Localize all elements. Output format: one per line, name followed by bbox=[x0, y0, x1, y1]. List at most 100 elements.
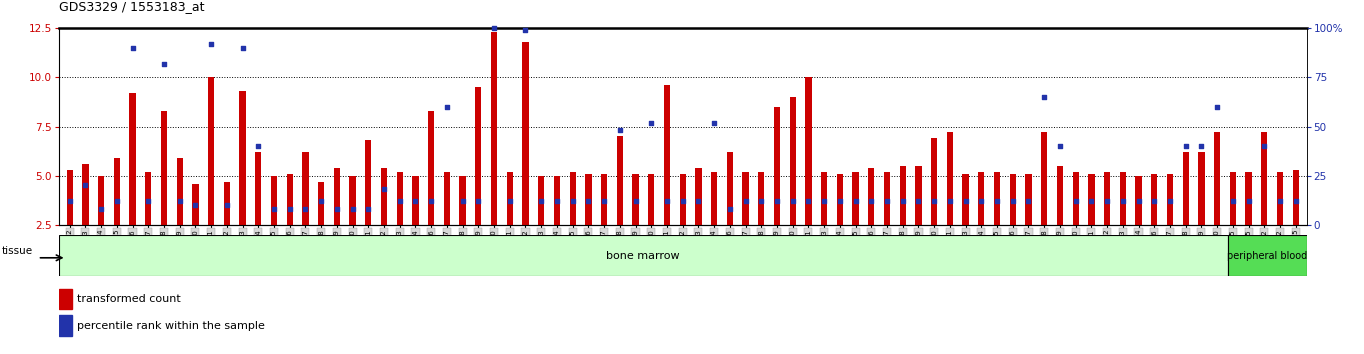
Bar bbox=[633, 174, 638, 225]
Text: GDS3329 / 1553183_at: GDS3329 / 1553183_at bbox=[59, 0, 205, 13]
Bar bbox=[397, 172, 402, 225]
Point bbox=[326, 206, 348, 212]
Point bbox=[90, 206, 112, 212]
Point bbox=[970, 198, 992, 204]
Point bbox=[767, 198, 788, 204]
Point bbox=[1034, 94, 1056, 100]
Point bbox=[1159, 198, 1181, 204]
Bar bbox=[381, 168, 387, 225]
Point bbox=[263, 206, 285, 212]
Bar bbox=[1183, 152, 1189, 225]
Bar bbox=[67, 170, 72, 225]
Point bbox=[75, 183, 97, 188]
Bar bbox=[679, 174, 686, 225]
Bar bbox=[1214, 132, 1221, 225]
Bar bbox=[240, 91, 246, 225]
Bar bbox=[1262, 132, 1267, 225]
Point bbox=[1112, 198, 1133, 204]
Point bbox=[1128, 198, 1150, 204]
Point bbox=[310, 198, 331, 204]
Bar bbox=[963, 174, 968, 225]
Bar bbox=[554, 176, 561, 225]
Bar bbox=[537, 176, 544, 225]
Bar bbox=[570, 172, 576, 225]
Point bbox=[1018, 198, 1039, 204]
Bar bbox=[82, 164, 89, 225]
Point bbox=[106, 198, 128, 204]
Bar bbox=[145, 172, 151, 225]
Point bbox=[295, 206, 316, 212]
Point bbox=[341, 206, 363, 212]
Point bbox=[656, 198, 678, 204]
Point bbox=[184, 202, 206, 208]
Bar bbox=[161, 111, 168, 225]
Point bbox=[640, 120, 662, 125]
Point bbox=[1285, 198, 1307, 204]
Bar bbox=[318, 182, 325, 225]
Point bbox=[923, 198, 945, 204]
Bar bbox=[506, 172, 513, 225]
Point bbox=[499, 198, 521, 204]
Point bbox=[955, 198, 977, 204]
Bar bbox=[349, 176, 356, 225]
Bar bbox=[836, 174, 843, 225]
Bar bbox=[1166, 174, 1173, 225]
Bar bbox=[978, 172, 985, 225]
Point bbox=[1143, 198, 1165, 204]
Point bbox=[546, 198, 567, 204]
Bar bbox=[585, 174, 592, 225]
Bar bbox=[334, 168, 340, 225]
Point bbox=[357, 206, 379, 212]
Point bbox=[625, 198, 647, 204]
Bar bbox=[664, 85, 670, 225]
Bar bbox=[805, 78, 812, 225]
Point bbox=[735, 198, 757, 204]
Point bbox=[216, 202, 237, 208]
Bar bbox=[932, 138, 937, 225]
Bar bbox=[1198, 152, 1204, 225]
Bar bbox=[602, 174, 607, 225]
Point bbox=[389, 198, 411, 204]
Bar bbox=[59, 315, 72, 336]
Point bbox=[1097, 198, 1118, 204]
Bar bbox=[1041, 132, 1048, 225]
Point bbox=[593, 198, 615, 204]
Point bbox=[121, 45, 143, 51]
Point bbox=[169, 198, 191, 204]
Bar bbox=[1120, 172, 1125, 225]
Point bbox=[1049, 143, 1071, 149]
Bar bbox=[113, 158, 120, 225]
Bar bbox=[271, 176, 277, 225]
Point bbox=[1222, 198, 1244, 204]
Text: tissue: tissue bbox=[1, 246, 33, 256]
Bar bbox=[1228, 235, 1307, 276]
Bar bbox=[1026, 174, 1031, 225]
Bar bbox=[224, 182, 231, 225]
Point bbox=[468, 198, 490, 204]
Point bbox=[608, 128, 630, 133]
Bar bbox=[428, 111, 434, 225]
Point bbox=[687, 198, 709, 204]
Point bbox=[436, 104, 458, 110]
Point bbox=[798, 198, 820, 204]
Text: bone marrow: bone marrow bbox=[607, 251, 681, 261]
Bar bbox=[1103, 172, 1110, 225]
Text: peripheral blood: peripheral blood bbox=[1228, 251, 1307, 261]
Bar bbox=[742, 172, 749, 225]
Point bbox=[719, 206, 741, 212]
Bar bbox=[1009, 174, 1016, 225]
Point bbox=[531, 198, 552, 204]
Point bbox=[844, 198, 866, 204]
Point bbox=[374, 187, 396, 192]
Point bbox=[704, 120, 726, 125]
Point bbox=[278, 206, 300, 212]
Text: transformed count: transformed count bbox=[78, 294, 181, 304]
Bar bbox=[1277, 172, 1284, 225]
Bar bbox=[303, 152, 308, 225]
Bar bbox=[207, 78, 214, 225]
Bar bbox=[443, 172, 450, 225]
Point bbox=[483, 25, 505, 31]
Bar bbox=[852, 172, 859, 225]
Bar bbox=[994, 172, 1000, 225]
Bar bbox=[1245, 172, 1252, 225]
